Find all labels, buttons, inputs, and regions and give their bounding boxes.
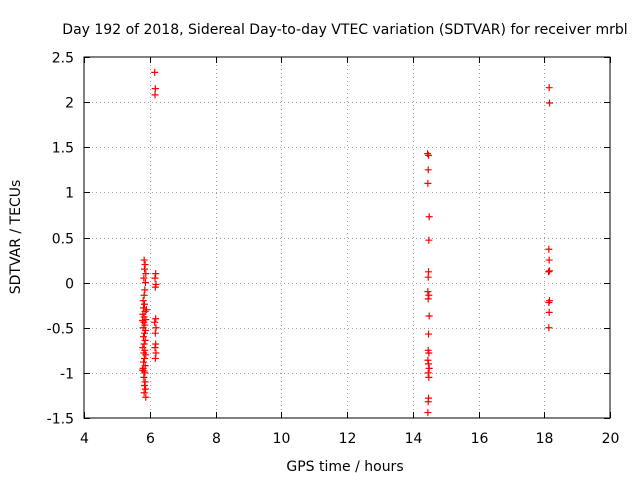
data-point	[424, 273, 432, 281]
data-point	[151, 68, 159, 76]
data-point	[140, 358, 148, 366]
data-point	[425, 213, 433, 221]
data-point	[151, 283, 159, 291]
data-point	[141, 286, 149, 294]
data-point	[152, 324, 160, 332]
data-point	[140, 265, 148, 273]
data-point	[142, 351, 150, 359]
data-point	[425, 360, 433, 368]
data-point	[425, 349, 433, 357]
data-point	[151, 318, 159, 326]
y-tick-label: 1	[65, 186, 74, 202]
data-point	[140, 274, 148, 282]
data-point	[152, 270, 160, 278]
y-tick-label: 0	[65, 277, 74, 293]
x-tick-label: 6	[146, 431, 155, 447]
data-point	[425, 330, 433, 338]
x-tick-label: 4	[80, 431, 89, 447]
data-point	[139, 317, 147, 325]
data-point	[151, 329, 159, 337]
grid-lines	[84, 57, 610, 418]
data-point	[151, 354, 159, 362]
data-point	[140, 291, 148, 299]
data-point	[142, 306, 150, 314]
data-point	[545, 298, 553, 306]
data-point	[140, 256, 148, 264]
data-point	[545, 308, 553, 316]
data-point	[424, 295, 432, 303]
data-point	[545, 268, 553, 276]
y-tick-label: 0.5	[52, 232, 74, 248]
data-point	[142, 270, 150, 278]
x-tick-label: 18	[536, 431, 554, 447]
data-points	[139, 68, 554, 417]
x-tick-label: 12	[339, 431, 357, 447]
data-point	[424, 369, 432, 377]
data-point	[151, 85, 159, 93]
data-point	[152, 349, 160, 357]
data-point	[425, 312, 433, 320]
data-point	[424, 356, 432, 364]
data-point	[545, 84, 553, 92]
data-point	[546, 267, 554, 275]
data-point	[545, 256, 553, 264]
data-point	[140, 300, 148, 308]
data-point	[424, 166, 432, 174]
data-point	[141, 336, 149, 344]
data-point	[151, 91, 159, 99]
data-point	[425, 291, 433, 299]
data-point	[142, 393, 150, 401]
data-point	[424, 398, 432, 406]
data-point	[152, 340, 160, 348]
x-axis-label: GPS time / hours	[286, 459, 403, 475]
data-point	[140, 373, 148, 381]
data-point	[151, 344, 159, 352]
data-point	[545, 245, 553, 253]
y-tick-label: -1	[60, 367, 74, 383]
data-point	[140, 382, 148, 390]
data-point	[425, 151, 433, 159]
y-tick-label: -0.5	[47, 322, 74, 338]
data-point	[140, 389, 148, 397]
data-point	[140, 340, 148, 348]
y-tick-label: -1.5	[47, 412, 74, 428]
y-tick-label: 2.5	[52, 51, 74, 67]
x-tick-label: 8	[212, 431, 221, 447]
data-point	[141, 378, 149, 386]
axis-ticks: 4 6 8 10 12 14 16 18 20 -1.5 -1 -0.5 0 0.5 1 1.5 2 2.5	[47, 51, 620, 448]
data-point	[425, 373, 433, 381]
data-point	[151, 274, 159, 282]
data-point	[424, 409, 432, 417]
y-axis-label: SDTVAR / TECUs	[8, 180, 24, 295]
data-point	[546, 99, 554, 107]
x-tick-label: 20	[602, 431, 620, 447]
x-tick-label: 14	[405, 431, 423, 447]
data-point	[139, 297, 147, 305]
data-point	[424, 179, 432, 187]
data-point	[152, 315, 160, 323]
data-point	[425, 236, 433, 244]
data-point	[545, 324, 553, 332]
x-tick-label: 16	[471, 431, 489, 447]
data-point	[140, 329, 148, 337]
chart-title: Day 192 of 2018, Sidereal Day-to-day VTE…	[62, 22, 627, 38]
data-point	[425, 364, 433, 372]
x-tick-label: 10	[273, 431, 291, 447]
data-point	[141, 261, 149, 269]
data-point	[424, 288, 432, 296]
data-point	[139, 366, 147, 374]
data-point	[141, 279, 149, 287]
data-point	[140, 354, 148, 362]
y-tick-label: 2	[65, 96, 74, 112]
data-point	[141, 385, 149, 393]
data-point	[140, 333, 148, 341]
y-tick-label: 1.5	[52, 141, 74, 157]
